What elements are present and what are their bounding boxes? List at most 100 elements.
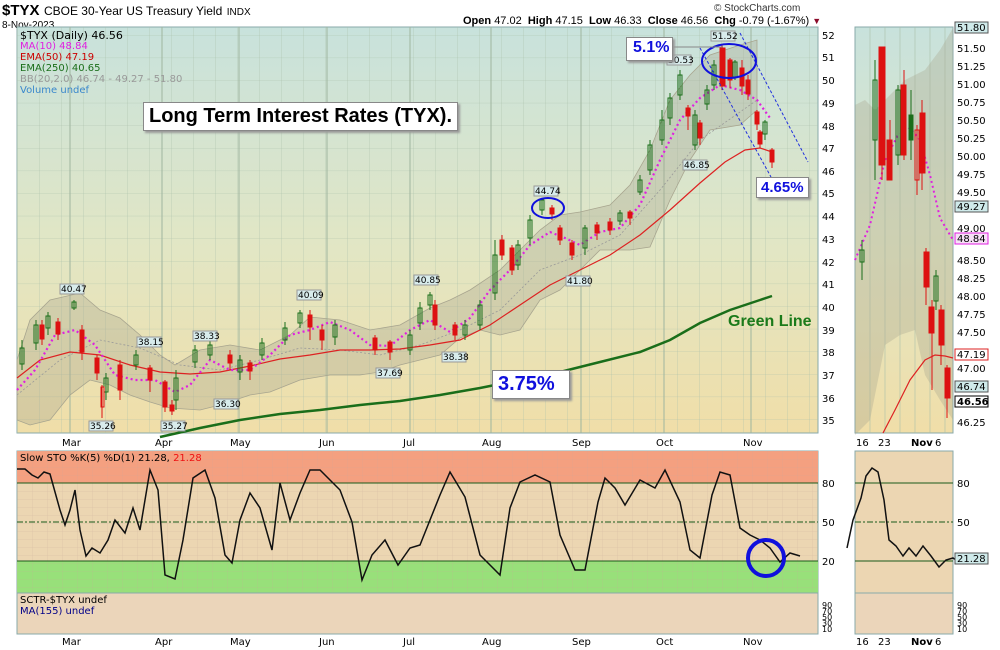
svg-text:42: 42 — [822, 258, 835, 269]
change-value: -0.79 (-1.67%) — [738, 15, 810, 27]
legend-main: $TYX (Daily) 46.56 — [20, 29, 123, 42]
svg-text:Aug: Aug — [482, 438, 502, 449]
svg-text:6: 6 — [935, 637, 941, 648]
svg-text:49.75: 49.75 — [957, 170, 986, 181]
svg-text:51.50: 51.50 — [957, 44, 986, 55]
svg-text:70: 70 — [957, 607, 967, 616]
high-value: 47.15 — [555, 15, 583, 27]
legend-ema250: EMA(250) 40.65 — [20, 63, 101, 74]
svg-text:Nov: Nov — [743, 438, 763, 449]
svg-text:70: 70 — [822, 607, 832, 616]
svg-text:43: 43 — [822, 235, 835, 246]
svg-text:36.30: 36.30 — [215, 400, 241, 410]
svg-text:48: 48 — [822, 122, 835, 133]
annotation-green-low: 3.75% — [492, 370, 570, 399]
svg-text:50: 50 — [957, 613, 967, 622]
exchange: INDX — [226, 7, 251, 18]
svg-text:16: 16 — [856, 438, 869, 449]
svg-text:46.85: 46.85 — [684, 161, 710, 171]
svg-text:30: 30 — [957, 619, 967, 628]
svg-text:80: 80 — [957, 479, 970, 490]
svg-text:51.00: 51.00 — [957, 80, 986, 91]
legend-bb: BB(20,2.0) 46.74 - 49.27 - 51.80 — [20, 74, 183, 85]
svg-text:50.00: 50.00 — [957, 152, 986, 163]
svg-text:51.80: 51.80 — [957, 23, 986, 34]
svg-text:Nov: Nov — [911, 438, 933, 449]
svg-text:48.84: 48.84 — [957, 234, 986, 245]
price-pane[interactable] — [16, 26, 819, 439]
sto-line — [17, 467, 801, 583]
svg-text:35: 35 — [822, 416, 835, 427]
watermark: © StockCharts.com — [714, 3, 801, 14]
svg-text:49.00: 49.00 — [957, 224, 986, 235]
svg-text:38.15: 38.15 — [138, 338, 164, 348]
annotation-peak: 5.1% — [626, 37, 673, 61]
svg-text:49: 49 — [822, 99, 835, 110]
svg-text:49.50: 49.50 — [957, 188, 986, 199]
close-value: 46.56 — [680, 15, 709, 27]
svg-text:Apr: Apr — [155, 637, 173, 648]
svg-text:47.00: 47.00 — [957, 364, 986, 375]
svg-text:50: 50 — [822, 613, 832, 622]
peak-circle — [701, 43, 757, 79]
low-value: 46.33 — [614, 15, 642, 27]
svg-text:36: 36 — [822, 394, 835, 405]
annotation-title: Long Term Interest Rates (TYX). — [143, 102, 459, 131]
svg-text:51.52: 51.52 — [712, 32, 738, 42]
svg-text:40: 40 — [822, 303, 835, 314]
svg-text:38.33: 38.33 — [194, 332, 220, 342]
svg-text:51.25: 51.25 — [957, 62, 986, 73]
svg-text:10: 10 — [822, 625, 832, 634]
svg-text:41.80: 41.80 — [567, 277, 593, 287]
annotation-current: 4.65% — [756, 177, 809, 198]
svg-text:6: 6 — [935, 438, 941, 449]
svg-text:Mar: Mar — [62, 438, 82, 449]
sto-legend: Slow STO %K(5) %D(1) 21.28, 21.28 — [20, 453, 202, 464]
svg-text:90: 90 — [957, 601, 967, 610]
svg-text:10: 10 — [957, 625, 967, 634]
svg-text:23: 23 — [878, 438, 891, 449]
svg-text:Nov: Nov — [911, 637, 933, 648]
down-arrow-icon: ▼ — [812, 16, 822, 26]
zoom-pane[interactable] — [854, 26, 954, 435]
annotation-green-line: Green Line — [728, 313, 812, 330]
sctr-legend: SCTR-$TYX undef MA(155) undef — [20, 595, 107, 617]
svg-text:50.75: 50.75 — [957, 98, 986, 109]
svg-text:47: 47 — [822, 144, 835, 155]
svg-text:May: May — [230, 637, 251, 648]
svg-text:Nov: Nov — [743, 637, 763, 648]
svg-text:50.50: 50.50 — [957, 116, 986, 127]
svg-text:44.74: 44.74 — [535, 187, 561, 197]
open-value: 47.02 — [494, 15, 522, 27]
stochastic-zoom-pane[interactable] — [846, 450, 960, 595]
svg-text:50.53: 50.53 — [668, 56, 694, 66]
svg-text:37: 37 — [822, 371, 835, 382]
svg-text:Mar: Mar — [62, 637, 82, 648]
svg-text:16: 16 — [856, 637, 869, 648]
svg-text:20: 20 — [822, 557, 835, 568]
sctr-pane[interactable] — [16, 592, 954, 635]
svg-text:23: 23 — [878, 637, 891, 648]
svg-text:Jul: Jul — [402, 637, 415, 648]
svg-text:Oct: Oct — [656, 637, 673, 648]
symbol: $TYX — [2, 2, 40, 19]
svg-text:46.25: 46.25 — [957, 418, 986, 429]
svg-text:44: 44 — [822, 212, 835, 223]
svg-text:50: 50 — [822, 76, 835, 87]
svg-text:40.09: 40.09 — [298, 291, 324, 301]
x-axis-months: Mar Apr May Jun Jul Aug Sep Oct Nov Mar Apr May … — [62, 438, 941, 648]
svg-text:Oct: Oct — [656, 438, 673, 449]
stochastic-pane[interactable] — [16, 450, 819, 595]
svg-text:Sep: Sep — [572, 438, 591, 449]
svg-text:40.85: 40.85 — [415, 276, 441, 286]
svg-text:46.74: 46.74 — [957, 382, 986, 393]
svg-text:47.75: 47.75 — [957, 310, 986, 321]
svg-text:47.19: 47.19 — [957, 350, 986, 361]
svg-text:90: 90 — [822, 601, 832, 610]
ema50-line — [16, 147, 773, 379]
svg-text:May: May — [230, 438, 251, 449]
svg-text:41: 41 — [822, 280, 835, 291]
svg-text:47.50: 47.50 — [957, 328, 986, 339]
svg-text:Aug: Aug — [482, 637, 502, 648]
